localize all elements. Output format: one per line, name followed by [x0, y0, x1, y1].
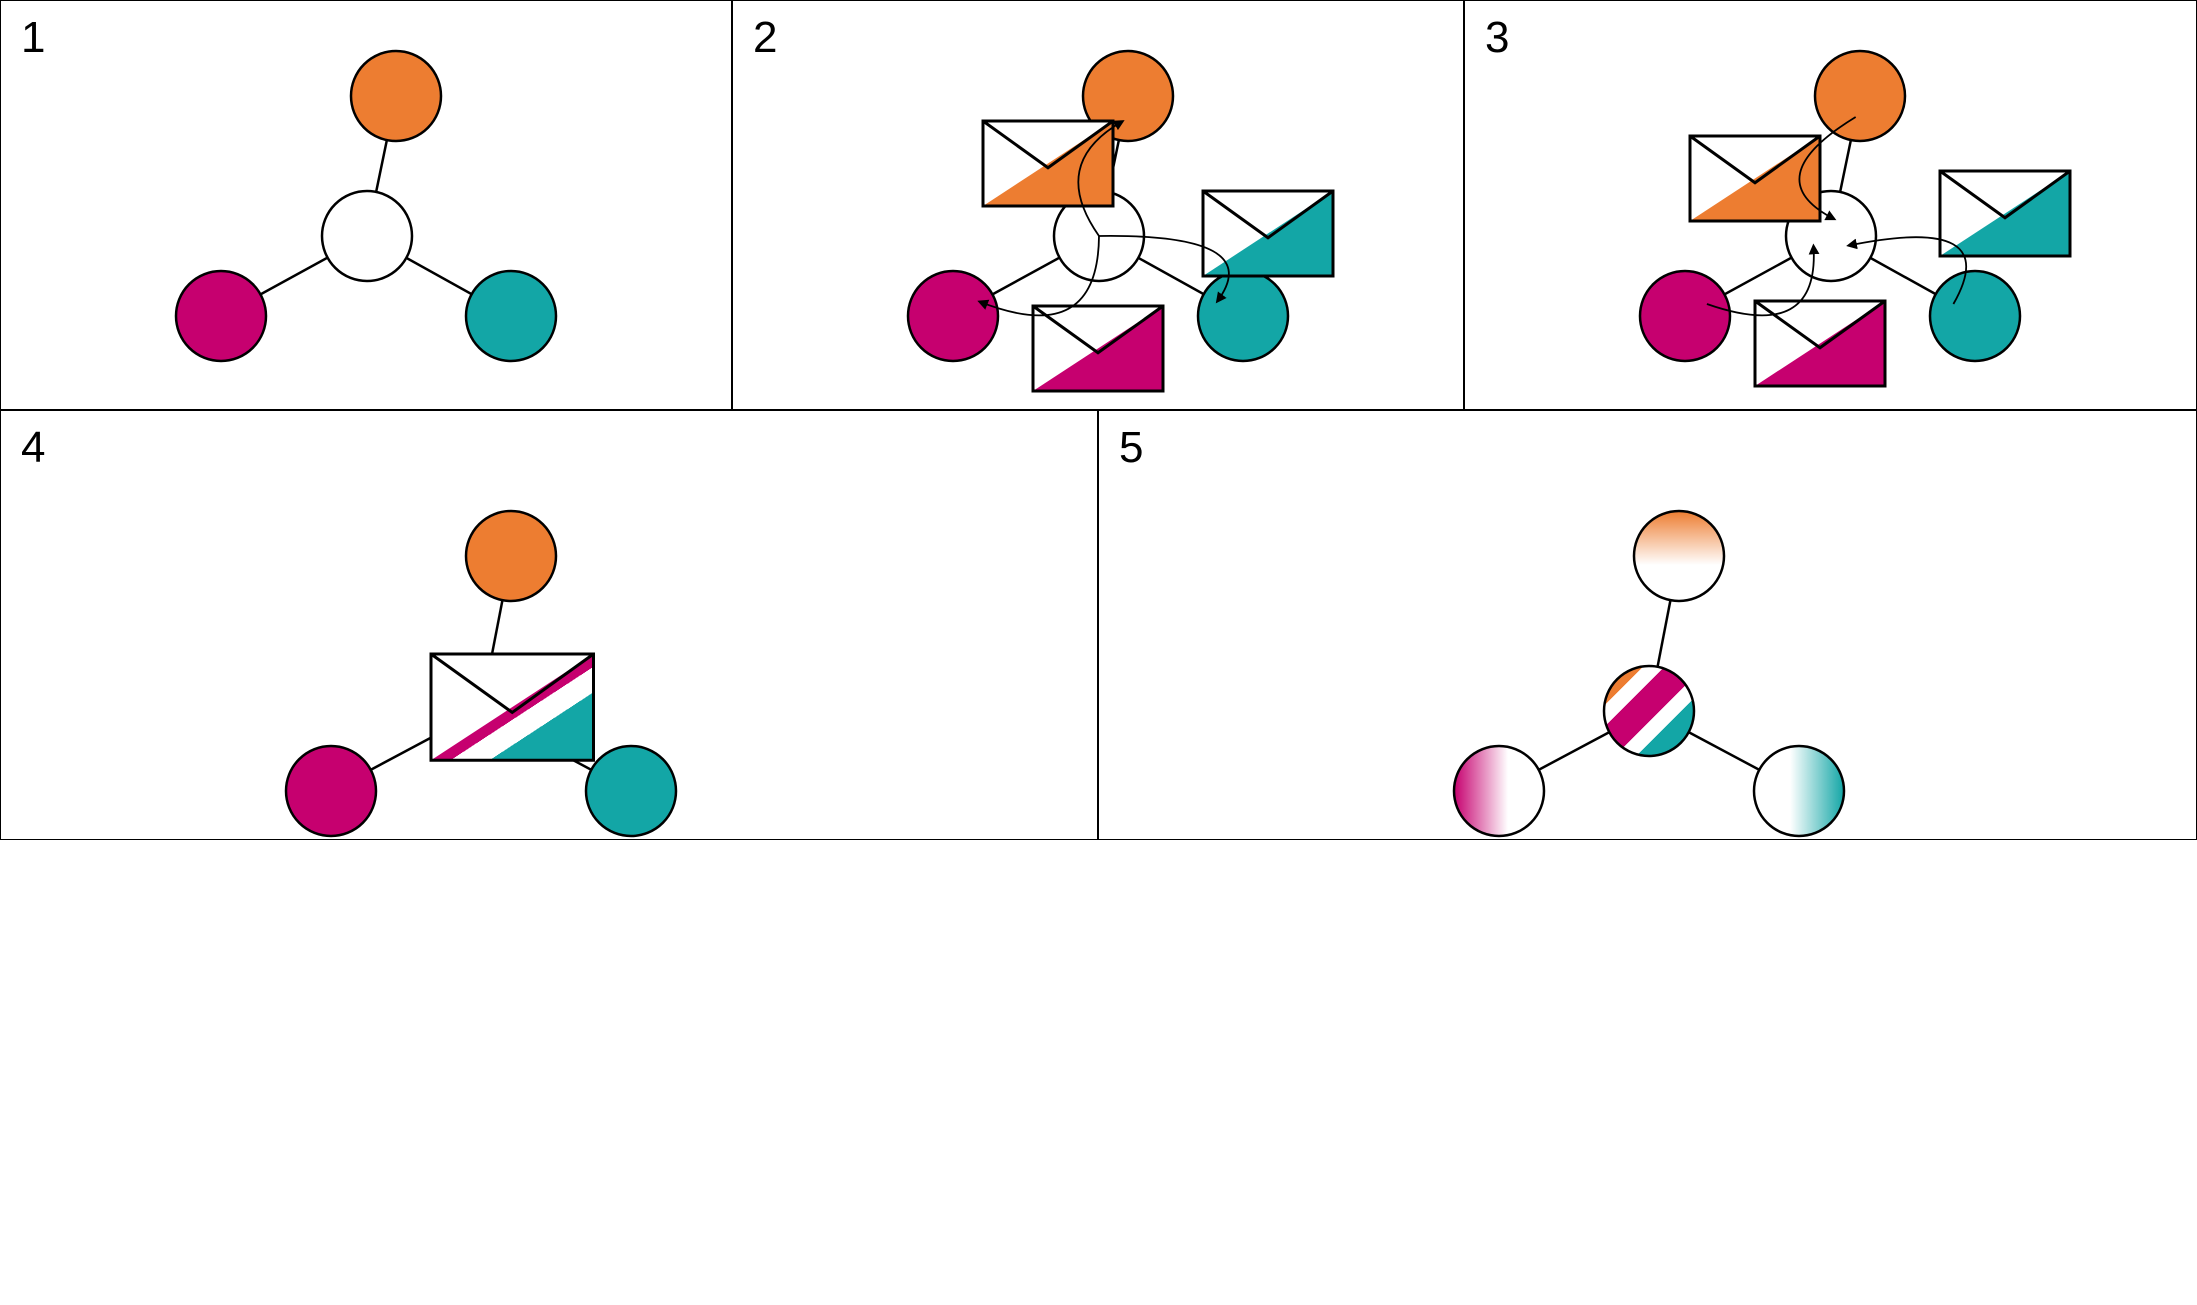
node-left [908, 271, 998, 361]
envelope-icon [1940, 171, 2070, 256]
node-right [1198, 271, 1288, 361]
panel-graph [1099, 411, 2197, 841]
panel-1: 1 [0, 0, 732, 410]
envelope-icon [1203, 191, 1333, 276]
panel-4: 4 [0, 410, 1098, 840]
node-left [1454, 746, 1544, 836]
node-left [176, 271, 266, 361]
envelope-icon [983, 121, 1113, 206]
envelope-icon [431, 654, 594, 760]
panel-graph [1465, 1, 2197, 411]
node-center [322, 191, 412, 281]
node-right [1930, 271, 2020, 361]
node-center [1604, 666, 1694, 756]
diagram-container: 12345 [0, 0, 2197, 1305]
panel-5: 5 [1098, 410, 2197, 840]
node-top [1634, 511, 1724, 601]
node-top [466, 511, 556, 601]
panel-graph [1, 411, 1099, 841]
node-left [286, 746, 376, 836]
node-right [1754, 746, 1844, 836]
node-top [1815, 51, 1905, 141]
node-top [351, 51, 441, 141]
envelope-icon [1033, 306, 1163, 391]
panel-2: 2 [732, 0, 1464, 410]
panel-graph [1, 1, 733, 411]
panel-graph [733, 1, 1465, 411]
panel-3: 3 [1464, 0, 2197, 410]
node-right [466, 271, 556, 361]
node-left [1640, 271, 1730, 361]
node-right [586, 746, 676, 836]
envelope-icon [1690, 136, 1820, 221]
